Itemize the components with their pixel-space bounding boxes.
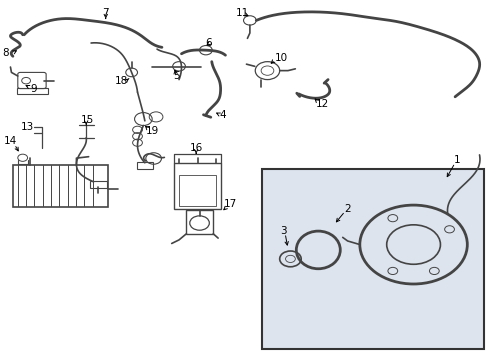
Text: 5: 5	[173, 71, 180, 81]
Text: 12: 12	[316, 99, 329, 109]
Text: 2: 2	[344, 204, 351, 214]
Text: 10: 10	[275, 53, 288, 63]
Bar	[186, 211, 213, 234]
Text: 4: 4	[220, 111, 226, 121]
Text: 9: 9	[30, 84, 37, 94]
Text: 3: 3	[280, 226, 287, 236]
Text: 1: 1	[454, 155, 461, 165]
Bar	[179, 175, 216, 206]
Text: 7: 7	[102, 8, 109, 18]
Text: 19: 19	[146, 126, 159, 135]
Text: 13: 13	[21, 122, 34, 132]
Text: 8: 8	[2, 48, 9, 58]
Text: 16: 16	[190, 143, 203, 153]
Text: 6: 6	[205, 38, 212, 48]
Text: 14: 14	[4, 136, 17, 146]
Text: 15: 15	[81, 115, 94, 125]
Text: 18: 18	[115, 76, 128, 86]
Text: 17: 17	[224, 199, 237, 210]
Bar	[174, 163, 220, 210]
Text: 11: 11	[236, 8, 249, 18]
Bar	[262, 169, 485, 348]
Bar	[13, 165, 108, 207]
